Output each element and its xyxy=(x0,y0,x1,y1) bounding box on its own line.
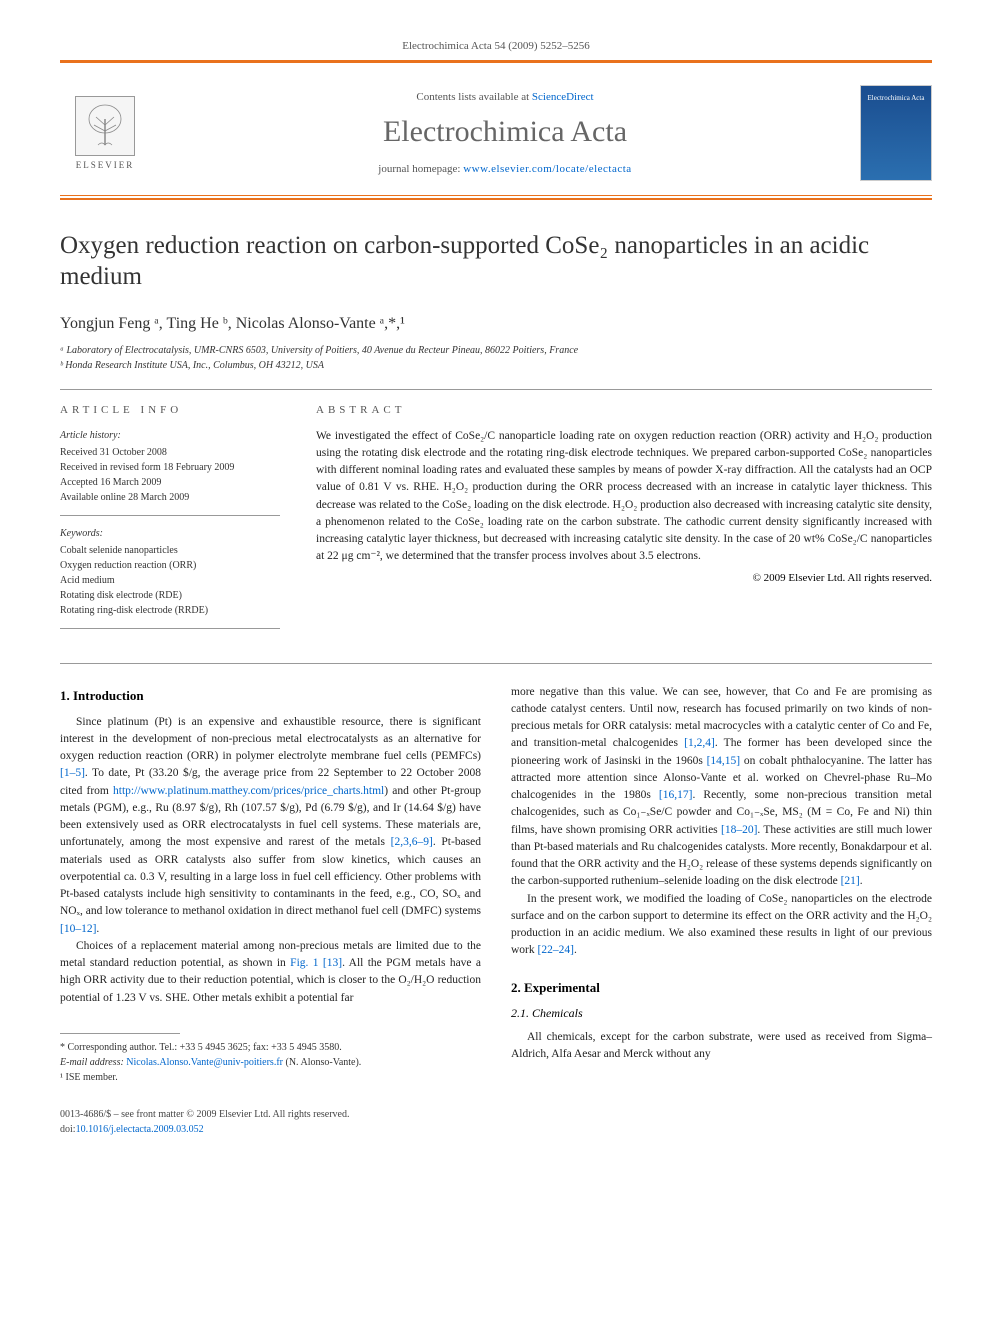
email-tail: (N. Alonso-Vante). xyxy=(283,1057,361,1068)
keyword-1: Cobalt selenide nanoparticles xyxy=(60,543,280,558)
masthead: ELSEVIER Contents lists available at Sci… xyxy=(60,75,932,196)
masthead-center: Contents lists available at ScienceDirec… xyxy=(170,91,840,175)
ref-22-24[interactable]: [22–24] xyxy=(538,944,574,956)
homepage-line: journal homepage: www.elsevier.com/locat… xyxy=(170,163,840,175)
section-2-1-heading: 2.1. Chemicals xyxy=(511,1006,932,1021)
journal-name: Electrochimica Acta xyxy=(170,115,840,149)
email-label: E-mail address: xyxy=(60,1057,126,1068)
footer-doi: doi:10.1016/j.electacta.2009.03.052 xyxy=(60,1122,932,1137)
keyword-4: Rotating disk electrode (RDE) xyxy=(60,588,280,603)
running-header: Electrochimica Acta 54 (2009) 5252–5256 xyxy=(60,40,932,52)
elsevier-tree-icon xyxy=(75,96,135,156)
footer-issn: 0013-4686/$ – see front matter © 2009 El… xyxy=(60,1107,932,1122)
abstract-text: We investigated the effect of CoSe₂/C na… xyxy=(316,428,932,566)
s1p1-d: . Pt-based materials used as ORR catalys… xyxy=(60,836,481,917)
masthead-bottom-rule xyxy=(60,198,932,200)
accepted-date: Accepted 16 March 2009 xyxy=(60,475,280,490)
received-date: Received 31 October 2008 xyxy=(60,445,280,460)
authors-line: Yongjun Feng ᵃ, Ting He ᵇ, Nicolas Alons… xyxy=(60,315,932,333)
article-info: ARTICLE INFO Article history: Received 3… xyxy=(60,404,280,639)
abstract-copyright: © 2009 Elsevier Ltd. All rights reserved… xyxy=(316,572,932,584)
s1p2-h: . xyxy=(860,875,863,887)
keywords-block: Keywords: Cobalt selenide nanoparticles … xyxy=(60,526,280,629)
journal-cover-thumb: Electrochimica Acta xyxy=(860,85,932,181)
ref-2-3-6-9[interactable]: [2,3,6–9] xyxy=(391,836,433,848)
affiliation-a: ᵃ Laboratory of Electrocatalysis, UMR-CN… xyxy=(60,343,932,358)
ref-1-2-4[interactable]: [1,2,4] xyxy=(684,737,715,749)
online-date: Available online 28 March 2009 xyxy=(60,490,280,505)
history-label: Article history: xyxy=(60,428,280,443)
article-info-heading: ARTICLE INFO xyxy=(60,404,280,416)
footnote-separator xyxy=(60,1033,180,1034)
s1p1-a: Since platinum (Pt) is an expensive and … xyxy=(60,716,481,763)
s1-para-1: Since platinum (Pt) is an expensive and … xyxy=(60,714,481,938)
price-url-link[interactable]: http://www.platinum.matthey.com/prices/p… xyxy=(113,785,384,797)
page-root: Electrochimica Acta 54 (2009) 5252–5256 … xyxy=(0,0,992,1177)
abstract-column: ABSTRACT We investigated the effect of C… xyxy=(316,404,932,639)
fig-1-link[interactable]: Fig. 1 xyxy=(290,957,318,969)
ref-18-20[interactable]: [18–20] xyxy=(721,824,757,836)
keyword-5: Rotating ring-disk electrode (RRDE) xyxy=(60,603,280,618)
top-rule xyxy=(60,60,932,63)
ref-21[interactable]: [21] xyxy=(841,875,860,887)
s1-para-2-left: Choices of a replacement material among … xyxy=(60,938,481,1007)
left-column: 1. Introduction Since platinum (Pt) is a… xyxy=(60,684,481,1085)
affiliations: ᵃ Laboratory of Electrocatalysis, UMR-CN… xyxy=(60,343,932,373)
s1-para-2-right: more negative than this value. We can se… xyxy=(511,684,932,891)
affiliation-b: ᵇ Honda Research Institute USA, Inc., Co… xyxy=(60,358,932,373)
article-history-block: Article history: Received 31 October 200… xyxy=(60,428,280,516)
info-abstract-row: ARTICLE INFO Article history: Received 3… xyxy=(60,389,932,639)
section-2-heading: 2. Experimental xyxy=(511,980,932,996)
s1p1-e: . xyxy=(96,923,99,935)
tree-svg xyxy=(80,101,130,151)
email-link[interactable]: Nicolas.Alonso.Vante@univ-poitiers.fr xyxy=(126,1057,283,1068)
doi-label: doi: xyxy=(60,1124,76,1135)
keywords-label: Keywords: xyxy=(60,526,280,541)
elsevier-logo: ELSEVIER xyxy=(60,88,150,178)
footnote-email: E-mail address: Nicolas.Alonso.Vante@uni… xyxy=(60,1055,481,1070)
footer: 0013-4686/$ – see front matter © 2009 El… xyxy=(60,1107,932,1137)
s21-para-1: All chemicals, except for the carbon sub… xyxy=(511,1029,932,1064)
cover-thumb-label: Electrochimica Acta xyxy=(868,94,925,102)
contents-prefix: Contents lists available at xyxy=(416,91,531,103)
footnote-ise: ¹ ISE member. xyxy=(60,1070,481,1085)
ref-16-17[interactable]: [16,17] xyxy=(659,789,693,801)
footnotes: * Corresponding author. Tel.: +33 5 4945… xyxy=(60,1040,481,1085)
footnote-corresponding: * Corresponding author. Tel.: +33 5 4945… xyxy=(60,1040,481,1055)
body-columns: 1. Introduction Since platinum (Pt) is a… xyxy=(60,663,932,1085)
ref-14-15[interactable]: [14,15] xyxy=(707,755,741,767)
doi-link[interactable]: 10.1016/j.electacta.2009.03.052 xyxy=(76,1124,204,1135)
article-title: Oxygen reduction reaction on carbon-supp… xyxy=(60,230,932,293)
s1-para-3: In the present work, we modified the loa… xyxy=(511,891,932,960)
revised-date: Received in revised form 18 February 200… xyxy=(60,460,280,475)
right-column: more negative than this value. We can se… xyxy=(511,684,932,1085)
homepage-prefix: journal homepage: xyxy=(378,163,463,175)
ref-1-5[interactable]: [1–5] xyxy=(60,767,85,779)
keyword-3: Acid medium xyxy=(60,573,280,588)
keyword-2: Oxygen reduction reaction (ORR) xyxy=(60,558,280,573)
homepage-link[interactable]: www.elsevier.com/locate/electacta xyxy=(463,163,632,175)
abstract-heading: ABSTRACT xyxy=(316,404,932,416)
s1p3-b: . xyxy=(574,944,577,956)
elsevier-label: ELSEVIER xyxy=(76,160,135,170)
ref-13[interactable]: [13] xyxy=(323,957,342,969)
sciencedirect-link[interactable]: ScienceDirect xyxy=(532,91,594,103)
ref-10-12[interactable]: [10–12] xyxy=(60,923,96,935)
contents-line: Contents lists available at ScienceDirec… xyxy=(170,91,840,103)
section-1-heading: 1. Introduction xyxy=(60,688,481,704)
